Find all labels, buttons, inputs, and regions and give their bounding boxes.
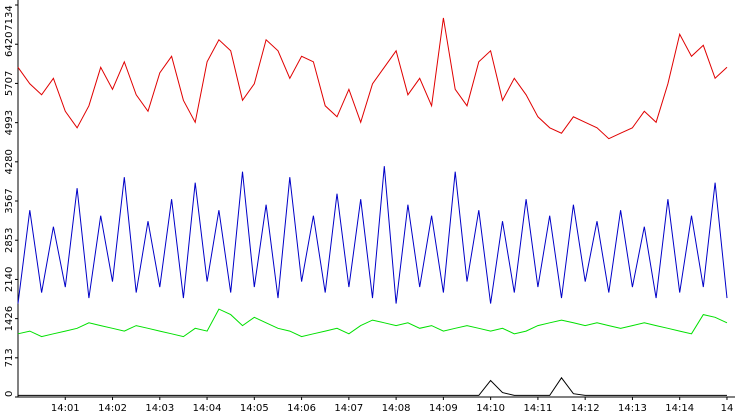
y-tick-label: 2853: [4, 228, 15, 253]
y-tick-label: 6420: [4, 32, 15, 57]
series-line: [17, 17, 728, 140]
x-tick-label: 14:10: [476, 403, 505, 414]
y-tick-label: 1426: [4, 306, 15, 331]
x-tick-label: 14:05: [240, 403, 269, 414]
y-tick-label: 7134: [4, 5, 15, 30]
y-tick-label: 2140: [4, 267, 15, 292]
series-line: [18, 376, 727, 396]
x-tick-label: 14:09: [429, 403, 458, 414]
y-tick-label: 3567: [4, 188, 15, 213]
series-line: [17, 308, 728, 338]
x-tick-label: 14:07: [334, 403, 363, 414]
x-tick-label: 14:03: [145, 403, 174, 414]
y-tick-label: 0: [4, 391, 15, 397]
y-tick-label: 4280: [4, 149, 15, 174]
x-tick-label: 14:02: [98, 403, 127, 414]
x-tick-label: 14:14: [665, 403, 694, 414]
x-tick-label: 14:04: [193, 403, 222, 414]
series-line: [17, 166, 728, 304]
x-tick-label: 14:08: [382, 403, 411, 414]
x-tick-label: 14:11: [523, 403, 552, 414]
y-tick-label: 5707: [4, 71, 15, 96]
x-tick-label: 14:12: [571, 403, 600, 414]
x-tick-label: 14:01: [51, 403, 80, 414]
y-tick-label: 4993: [4, 110, 15, 135]
y-tick-label: 713: [4, 348, 15, 367]
x-tick-label: 14: [721, 403, 734, 414]
x-tick-label: 14:06: [287, 403, 316, 414]
x-tick-label: 14:13: [618, 403, 647, 414]
